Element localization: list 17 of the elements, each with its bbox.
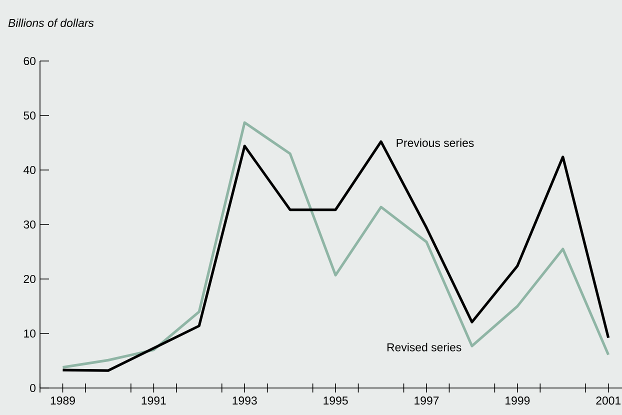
y-tick-label: 40 <box>24 166 36 174</box>
x-tick-label: 1993 <box>232 396 257 405</box>
x-tick-label: 1997 <box>414 396 439 405</box>
y-axis-title: Billions of dollars <box>8 18 94 27</box>
x-tick-label: 1991 <box>142 396 166 405</box>
y-tick-label: 60 <box>24 56 36 66</box>
x-tick-label: 1995 <box>324 396 348 405</box>
x-tick-label: 1989 <box>50 396 75 405</box>
y-tick-label: 10 <box>24 329 36 338</box>
x-tick-label: 2001 <box>596 396 621 405</box>
x-tick-label: 1999 <box>506 396 530 405</box>
series-label: Previous series <box>396 138 474 147</box>
y-tick-label: 30 <box>24 220 36 229</box>
series-label: Revised series <box>387 342 462 352</box>
y-tick-label: 20 <box>24 274 36 284</box>
y-tick-label: 0 <box>30 384 36 392</box>
y-tick-label: 50 <box>24 111 36 120</box>
